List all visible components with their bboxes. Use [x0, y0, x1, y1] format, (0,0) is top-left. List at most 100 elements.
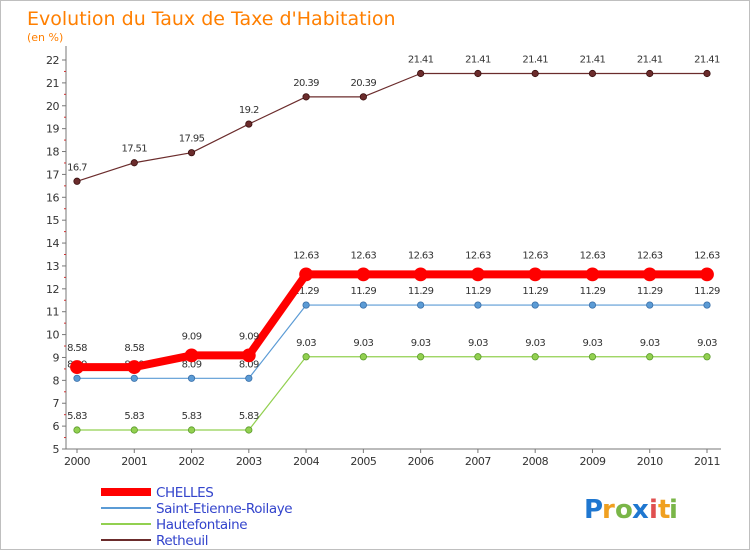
- data-point: [417, 301, 425, 309]
- data-label: 17.95: [179, 134, 205, 145]
- data-point: [73, 374, 81, 382]
- data-label: 11.29: [293, 286, 319, 297]
- data-point: [184, 348, 199, 363]
- y-tick-label: 11: [46, 306, 59, 319]
- data-label: 11.29: [351, 286, 377, 297]
- data-point: [417, 69, 425, 78]
- y-tick-label: 6: [53, 420, 60, 433]
- legend-label: CHELLES: [156, 485, 213, 501]
- brand-letter: r: [602, 495, 615, 525]
- data-label: 8.58: [67, 343, 87, 354]
- data-point: [127, 360, 142, 374]
- x-tick-label: 2010: [637, 455, 663, 468]
- data-label: 12.63: [465, 250, 491, 261]
- data-label: 17.51: [121, 144, 147, 155]
- y-tick-label: 15: [46, 214, 59, 227]
- x-tick-label: 2004: [293, 455, 319, 468]
- data-point: [187, 149, 196, 157]
- data-point: [302, 93, 310, 101]
- data-point: [417, 353, 425, 361]
- data-label: 8.09: [182, 359, 202, 370]
- y-tick-label: 22: [46, 54, 59, 67]
- x-tick-label: 2003: [236, 455, 262, 468]
- data-label: 12.63: [522, 250, 548, 261]
- series-group: 5.83 5.83 5.83 5.83 9.03 9.03 9.03 9.03 9.03 9.03…: [67, 55, 721, 434]
- x-tick-label: 2005: [350, 455, 376, 468]
- data-label: 21.41: [522, 55, 548, 66]
- data-point: [302, 353, 310, 361]
- data-point: [700, 267, 714, 282]
- chart-subtitle: (en %): [27, 31, 63, 44]
- series-retheuil: 16.7 17.51 17.95 19.2 20.39 20.39 21.41 21.41 21…: [67, 55, 721, 185]
- data-label: 12.63: [637, 250, 663, 261]
- x-tick-label: 2006: [408, 455, 434, 468]
- data-point: [245, 374, 253, 382]
- legend: CHELLESSaint-Etienne-RoilayeHautefontain…: [101, 485, 293, 549]
- x-tick-label: 2001: [121, 455, 147, 468]
- data-point: [703, 69, 711, 78]
- brand-letter: x: [632, 495, 649, 525]
- data-label: 8.58: [124, 343, 144, 354]
- data-label: 21.41: [637, 55, 663, 66]
- x-tick-label: 2011: [694, 455, 720, 468]
- legend-label: Saint-Etienne-Roilaye: [156, 501, 292, 517]
- data-point: [646, 69, 654, 78]
- series-line: [77, 270, 707, 372]
- data-point: [646, 353, 654, 361]
- data-label: 11.29: [637, 286, 663, 297]
- data-label: 9.03: [353, 338, 373, 349]
- series-line: [77, 356, 707, 431]
- series-line: [76, 72, 707, 182]
- data-label: 21.41: [408, 55, 434, 66]
- series-line: [77, 304, 707, 379]
- data-label: 19.2: [239, 105, 259, 116]
- data-label: 9.03: [583, 338, 603, 349]
- data-label: 5.83: [124, 411, 144, 422]
- data-point: [474, 69, 482, 78]
- y-tick-label: 16: [46, 191, 59, 204]
- brand-letter: P: [584, 495, 603, 525]
- data-label: 12.63: [408, 250, 434, 261]
- data-point: [302, 301, 310, 309]
- data-label: 21.41: [580, 55, 606, 66]
- data-label: 11.29: [408, 286, 434, 297]
- data-point: [585, 267, 600, 282]
- data-label: 5.83: [182, 411, 202, 422]
- y-tick-label: 7: [53, 397, 60, 410]
- data-label: 9.03: [525, 338, 545, 349]
- y-tick-label: 14: [46, 237, 59, 250]
- y-ticks: 5 6 7 8 9 10 11 12 13 14 15 16 17 18 19 20 21 22: [46, 54, 66, 456]
- x-tick-label: 2009: [579, 455, 605, 468]
- y-tick-label: 8: [53, 374, 60, 387]
- data-label: 9.03: [296, 338, 316, 349]
- data-label: 11.29: [694, 286, 720, 297]
- y-tick-label: 20: [46, 100, 59, 113]
- y-tick-label: 17: [46, 168, 59, 181]
- data-point: [474, 301, 482, 309]
- data-label: 9.03: [468, 338, 488, 349]
- data-label: 12.63: [351, 250, 377, 261]
- y-tick-label: 21: [46, 77, 59, 90]
- data-point: [588, 69, 597, 78]
- data-point: [703, 353, 711, 361]
- data-point: [356, 267, 371, 282]
- data-label: 21.41: [694, 55, 720, 66]
- series-saint-etienne-roilaye: 8.098.098.098.0911.2911.2911.2911.2911.2…: [67, 286, 721, 382]
- data-point: [646, 301, 654, 309]
- data-label: 9.03: [640, 338, 660, 349]
- legend-label: Retheuil: [156, 533, 208, 549]
- series-hautefontaine: 5.83 5.83 5.83 5.83 9.03 9.03 9.03 9.03 9.03 9.03…: [67, 338, 718, 434]
- data-point: [588, 301, 597, 309]
- data-label: 9.09: [239, 331, 259, 342]
- x-tick-label: 2008: [522, 455, 548, 468]
- axes: [65, 46, 721, 450]
- data-point: [531, 69, 539, 78]
- legend-label: Hautefontaine: [156, 517, 247, 533]
- data-point: [703, 301, 711, 309]
- data-label: 5.83: [239, 411, 259, 422]
- data-point: [588, 353, 597, 361]
- data-label: 12.63: [293, 250, 319, 261]
- data-label: 16.7: [67, 162, 87, 173]
